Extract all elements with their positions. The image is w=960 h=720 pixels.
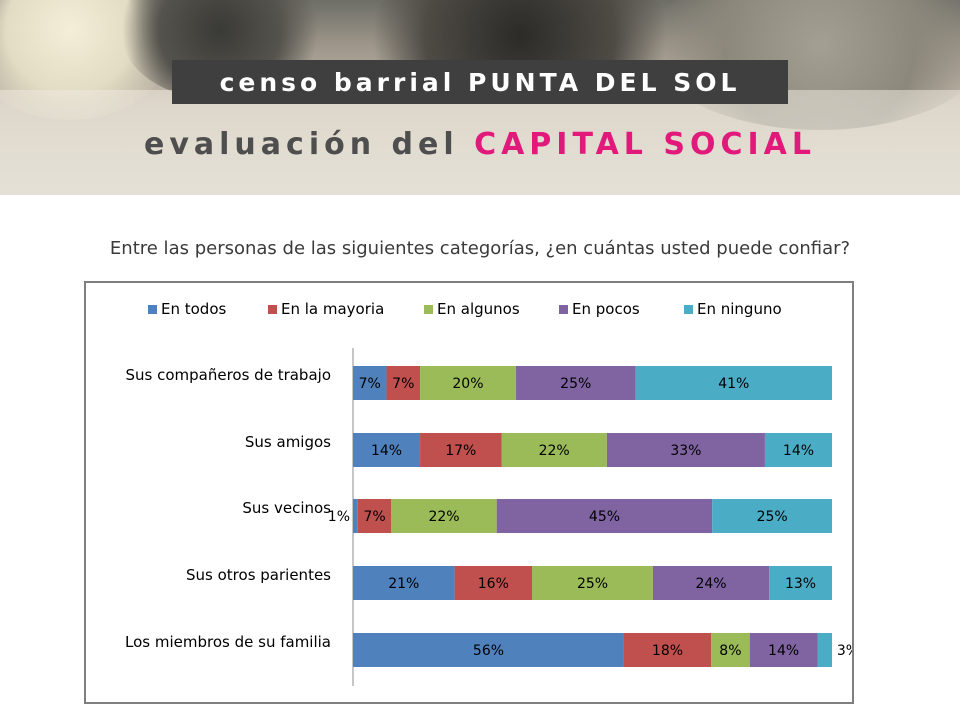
bar-segment — [769, 566, 832, 600]
data-label: 8% — [719, 643, 741, 659]
category-label: Sus amigos — [245, 433, 331, 451]
data-label: 21% — [388, 576, 419, 592]
bar-segment — [817, 633, 832, 667]
legend-label: En ninguno — [697, 300, 782, 318]
subtitle-accent: CAPITAL SOCIAL — [474, 127, 816, 162]
bar-segment — [501, 433, 607, 467]
data-label: 45% — [589, 509, 620, 525]
data-label: 20% — [452, 376, 483, 392]
data-label: 1% — [328, 509, 350, 525]
legend-label: En algunos — [437, 300, 520, 318]
data-label: 25% — [577, 576, 608, 592]
bar-segment — [357, 499, 392, 533]
bar-segment — [711, 633, 750, 667]
category-label: Sus compañeros de trabajo — [125, 366, 331, 384]
data-label: 14% — [783, 443, 814, 459]
data-label: 7% — [363, 509, 385, 525]
data-label: 56% — [473, 643, 504, 659]
data-label: 13% — [785, 576, 816, 592]
data-label: 41% — [718, 376, 749, 392]
data-label: 7% — [392, 376, 414, 392]
data-label: 22% — [539, 443, 570, 459]
legend-swatch — [424, 305, 433, 314]
page-title: censo barrial PUNTA DEL SOL — [219, 67, 741, 97]
legend-swatch — [684, 305, 693, 314]
bar-segment — [606, 433, 765, 467]
bar-segment — [532, 566, 653, 600]
page-subtitle: evaluación del CAPITAL SOCIAL — [0, 127, 960, 162]
bar-segment — [420, 433, 502, 467]
survey-question: Entre las personas de las siguientes cat… — [109, 238, 851, 259]
data-label: 14% — [768, 643, 799, 659]
stacked-bar-chart: En todos En la mayoria En algunos En pocos E… — [125, 300, 852, 686]
bar-segment — [353, 633, 624, 667]
chart-frame: En todos En la mayoria En algunos En pocos E… — [84, 281, 854, 704]
data-label: 14% — [371, 443, 402, 459]
bar-segment — [420, 366, 516, 400]
data-label: 16% — [478, 576, 509, 592]
bar-segment — [764, 433, 832, 467]
bar-segment — [652, 566, 770, 600]
bar-segment — [454, 566, 533, 600]
data-label: 24% — [695, 576, 726, 592]
subtitle-main: evaluación del — [144, 127, 475, 162]
legend-swatch — [559, 305, 568, 314]
data-label: 25% — [757, 509, 788, 525]
legend-label: En la mayoria — [281, 300, 384, 318]
bar-segment — [496, 499, 713, 533]
category-label: Los miembros de su familia — [125, 633, 331, 651]
bar-segment — [623, 633, 712, 667]
legend-swatch — [148, 305, 157, 314]
data-label: 33% — [670, 443, 701, 459]
title-box: censo barrial PUNTA DEL SOL — [172, 60, 788, 104]
bar-segment — [391, 499, 497, 533]
data-label: 7% — [359, 376, 381, 392]
bar-segment — [515, 366, 636, 400]
data-label: 18% — [652, 643, 683, 659]
legend-label: En todos — [161, 300, 227, 318]
data-label: 3% — [837, 643, 852, 659]
data-label: 17% — [445, 443, 476, 459]
bar-segment — [353, 566, 455, 600]
bar-segment — [353, 499, 358, 533]
category-label: Sus otros parientes — [186, 566, 331, 584]
bar-segment — [749, 633, 818, 667]
bar-segment — [386, 366, 421, 400]
category-label: Sus vecinos — [242, 499, 331, 517]
data-label: 22% — [428, 509, 459, 525]
banner-fade-overlay — [0, 90, 960, 195]
data-label: 25% — [560, 376, 591, 392]
bar-segment — [712, 499, 832, 533]
bar-segment — [353, 366, 387, 400]
bar-segment — [635, 366, 832, 400]
legend-swatch — [268, 305, 277, 314]
legend-label: En pocos — [572, 300, 640, 318]
bar-segment — [353, 433, 421, 467]
